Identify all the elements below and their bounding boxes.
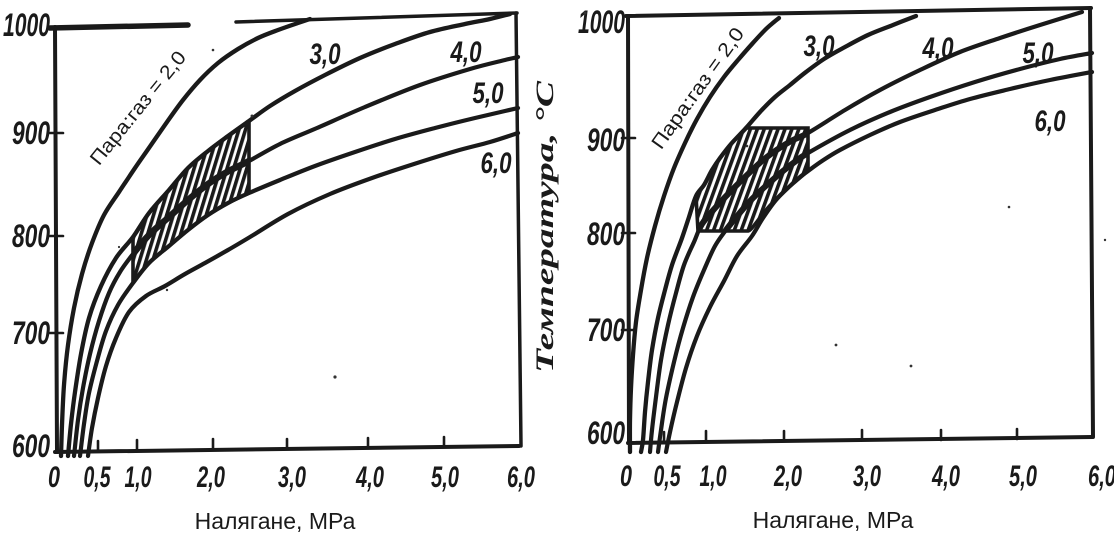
svg-text:5,0: 5,0 — [1009, 460, 1037, 493]
svg-text:3,0: 3,0 — [278, 461, 306, 494]
svg-text:1,0: 1,0 — [700, 460, 727, 493]
svg-text:4,0: 4,0 — [450, 36, 482, 69]
svg-text:1000: 1000 — [578, 4, 625, 40]
svg-text:3,0: 3,0 — [804, 30, 835, 63]
svg-text:1000: 1000 — [3, 7, 50, 43]
svg-text:5,0: 5,0 — [473, 77, 504, 110]
svg-text:4,0: 4,0 — [922, 32, 954, 65]
svg-text:3,0: 3,0 — [853, 460, 881, 493]
svg-text:6,0: 6,0 — [1088, 460, 1114, 493]
svg-text:Налягане, МРа: Налягане, МРа — [195, 508, 356, 534]
svg-text:5,0: 5,0 — [431, 461, 459, 494]
svg-text:700: 700 — [587, 312, 625, 348]
svg-text:900: 900 — [12, 115, 50, 151]
svg-text:5,0: 5,0 — [1023, 37, 1054, 70]
svg-text:0,5: 0,5 — [84, 461, 112, 494]
svg-text:Температура, °С: Температура, °С — [532, 80, 559, 373]
svg-text:800: 800 — [587, 216, 625, 252]
svg-text:800: 800 — [12, 218, 50, 254]
svg-text:4,0: 4,0 — [931, 460, 960, 493]
svg-text:6,0: 6,0 — [507, 461, 535, 494]
svg-text:Налягане, МРа: Налягане, МРа — [753, 507, 914, 533]
svg-text:600: 600 — [12, 428, 50, 464]
svg-text:2,0: 2,0 — [196, 461, 225, 494]
svg-text:900: 900 — [587, 122, 625, 158]
svg-text:0: 0 — [48, 461, 60, 494]
svg-text:0: 0 — [620, 460, 632, 493]
svg-text:700: 700 — [12, 315, 50, 351]
svg-text:2,0: 2,0 — [773, 460, 802, 493]
svg-text:1,0: 1,0 — [125, 461, 152, 494]
svg-text:4,0: 4,0 — [355, 461, 384, 494]
svg-text:0,5: 0,5 — [654, 460, 682, 493]
svg-text:3,0: 3,0 — [310, 38, 341, 71]
svg-text:600: 600 — [587, 415, 625, 451]
svg-text:6,0: 6,0 — [1035, 105, 1066, 138]
svg-text:6,0: 6,0 — [481, 147, 512, 180]
